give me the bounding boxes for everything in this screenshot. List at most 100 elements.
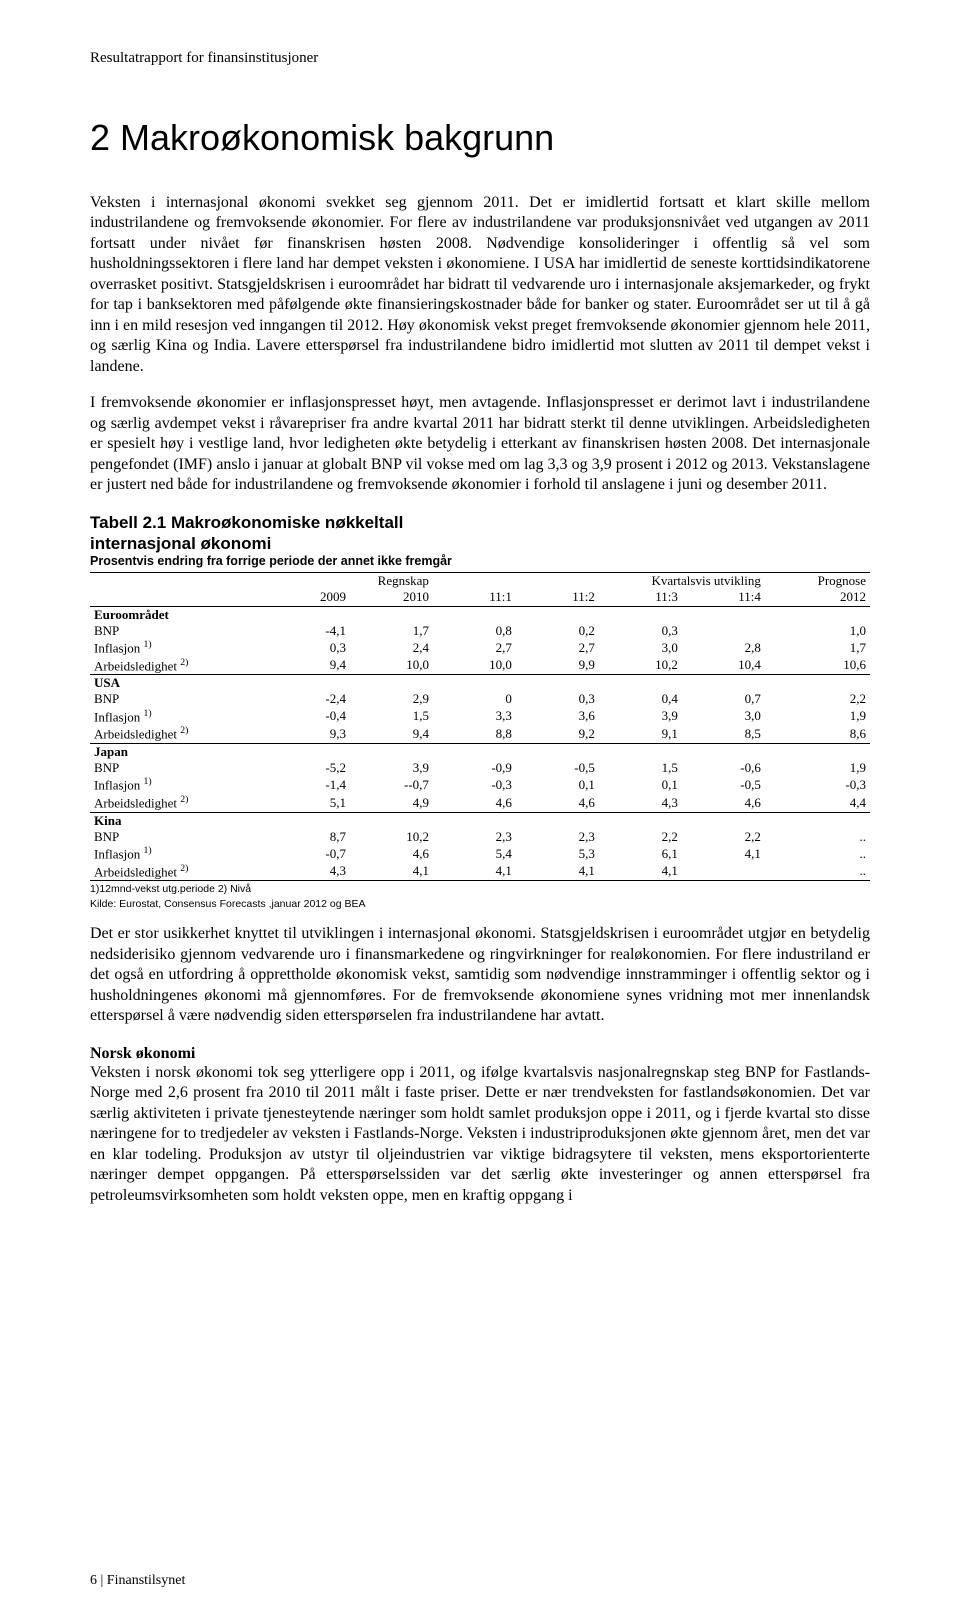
col-2010: 2010: [350, 589, 433, 606]
cell: 1,9: [765, 708, 870, 726]
col-11-3: 11:3: [599, 589, 682, 606]
cell: 10,6: [765, 657, 870, 675]
cell: 0,7: [682, 691, 765, 707]
cell: 2,2: [599, 829, 682, 845]
cell: -0,5: [516, 760, 599, 776]
cell: 4,6: [350, 845, 433, 863]
cell: 6,1: [599, 845, 682, 863]
row-label: BNP: [90, 691, 267, 707]
cell: 8,7: [267, 829, 350, 845]
cell: 3,6: [516, 708, 599, 726]
cell: 0,3: [599, 623, 682, 639]
row-label: Arbeidsledighet 2): [90, 794, 267, 812]
cell: 2,9: [350, 691, 433, 707]
cell: 9,1: [599, 725, 682, 743]
row-label: BNP: [90, 760, 267, 776]
row-label: Inflasjon 1): [90, 708, 267, 726]
cell: 2,8: [682, 639, 765, 657]
cell: 2,2: [765, 691, 870, 707]
table-footnote-1: 1)12mnd-vekst utg.periode 2) Nivå: [90, 883, 870, 896]
cell: 4,6: [433, 794, 516, 812]
cell: 4,6: [516, 794, 599, 812]
table-title-2: internasjonal økonomi: [90, 533, 870, 554]
cell: 2,3: [516, 829, 599, 845]
section-header: USA: [90, 675, 870, 692]
cell: -0,5: [682, 776, 765, 794]
section-header: Japan: [90, 743, 870, 760]
paragraph-2: I fremvoksende økonomier er inflasjonspr…: [90, 393, 870, 495]
cell: 9,9: [516, 657, 599, 675]
cell: [682, 623, 765, 639]
col-2012: 2012: [765, 589, 870, 606]
table-block: Tabell 2.1 Makroøkonomiske nøkkeltall in…: [90, 512, 870, 911]
cell: 3,0: [682, 708, 765, 726]
cell: 10,2: [350, 829, 433, 845]
cell: 2,4: [350, 639, 433, 657]
table-subtitle: Prosentvis endring fra forrige periode d…: [90, 554, 870, 568]
cell: -0,6: [682, 760, 765, 776]
row-label: Arbeidsledighet 2): [90, 725, 267, 743]
cell: 9,4: [267, 657, 350, 675]
cell: 4,1: [682, 845, 765, 863]
cell: 10,0: [350, 657, 433, 675]
cell: 5,3: [516, 845, 599, 863]
table-title-1: Tabell 2.1 Makroøkonomiske nøkkeltall: [90, 512, 870, 533]
cell: 4,3: [599, 794, 682, 812]
section-header: Euroområdet: [90, 606, 870, 623]
cell: -1,4: [267, 776, 350, 794]
macro-table: Regnskap Kvartalsvis utvikling Prognose …: [90, 572, 870, 881]
cell: -5,2: [267, 760, 350, 776]
cell: --0,7: [350, 776, 433, 794]
cell: 4,1: [599, 863, 682, 881]
row-label: BNP: [90, 623, 267, 639]
cell: 0: [433, 691, 516, 707]
cell: -0,3: [765, 776, 870, 794]
cell: -0,7: [267, 845, 350, 863]
cell: -0,4: [267, 708, 350, 726]
row-label: Inflasjon 1): [90, 639, 267, 657]
cell: 0,2: [516, 623, 599, 639]
cell: 4,1: [350, 863, 433, 881]
cell: 4,4: [765, 794, 870, 812]
paragraph-1: Veksten i internasjonal økonomi svekket …: [90, 193, 870, 377]
cell: 9,4: [350, 725, 433, 743]
col-11-4: 11:4: [682, 589, 765, 606]
cell: 0,3: [267, 639, 350, 657]
col-group-regnskap: Regnskap: [267, 573, 433, 590]
row-label: Inflasjon 1): [90, 776, 267, 794]
cell: 0,3: [516, 691, 599, 707]
page-title: 2 Makroøkonomisk bakgrunn: [90, 117, 870, 159]
cell: 4,9: [350, 794, 433, 812]
cell: 3,9: [350, 760, 433, 776]
doc-header: Resultatrapport for finansinstitusjoner: [90, 50, 870, 67]
row-label: BNP: [90, 829, 267, 845]
cell: [682, 863, 765, 881]
paragraph-4: Veksten i norsk økonomi tok seg ytterlig…: [90, 1063, 870, 1206]
cell: 9,2: [516, 725, 599, 743]
cell: -0,9: [433, 760, 516, 776]
section-header: Kina: [90, 812, 870, 829]
cell: 5,4: [433, 845, 516, 863]
row-label: Inflasjon 1): [90, 845, 267, 863]
cell: -2,4: [267, 691, 350, 707]
col-11-2: 11:2: [516, 589, 599, 606]
cell: 10,0: [433, 657, 516, 675]
cell: ..: [765, 845, 870, 863]
cell: ..: [765, 863, 870, 881]
cell: 3,0: [599, 639, 682, 657]
cell: 8,8: [433, 725, 516, 743]
cell: 0,8: [433, 623, 516, 639]
cell: -4,1: [267, 623, 350, 639]
cell: 1,7: [765, 639, 870, 657]
col-2009: 2009: [267, 589, 350, 606]
row-label: Arbeidsledighet 2): [90, 657, 267, 675]
cell: 8,5: [682, 725, 765, 743]
cell: 1,5: [599, 760, 682, 776]
cell: 2,7: [516, 639, 599, 657]
col-group-kvartal: Kvartalsvis utvikling: [433, 573, 765, 590]
cell: 2,2: [682, 829, 765, 845]
cell: 4,3: [267, 863, 350, 881]
cell: -0,3: [433, 776, 516, 794]
col-11-1: 11:1: [433, 589, 516, 606]
cell: 4,1: [433, 863, 516, 881]
